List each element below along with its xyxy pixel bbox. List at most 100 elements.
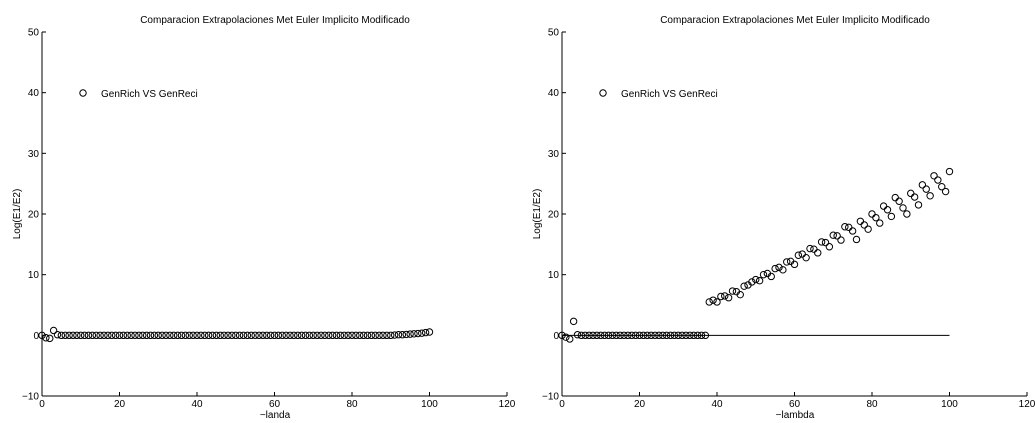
right-data-point xyxy=(864,225,872,233)
right-data-point xyxy=(639,331,648,340)
right-data-point xyxy=(790,260,799,269)
left-data-point xyxy=(61,331,69,340)
right-y-tick-label: 10 xyxy=(548,270,560,281)
left-data-point xyxy=(170,331,178,340)
left-data-point xyxy=(177,331,186,340)
right-data-point xyxy=(659,331,667,340)
right-data-point xyxy=(701,331,710,340)
left-data-point xyxy=(57,331,66,340)
right-data-point xyxy=(585,331,593,340)
right-data-point xyxy=(717,292,725,301)
left-data-point xyxy=(266,331,275,340)
left-data-point xyxy=(243,331,252,340)
right-data-point xyxy=(724,294,733,302)
left-data-point xyxy=(282,331,290,340)
left-y-tick-label: 10 xyxy=(28,270,40,281)
left-legend: GenRich VS GenReci xyxy=(79,89,198,100)
left-x-tick-label: 60 xyxy=(269,399,281,410)
left-data-point xyxy=(348,331,356,340)
right-x-tick-label: 0 xyxy=(559,399,565,410)
left-data-point xyxy=(181,331,190,340)
left-data-point xyxy=(398,331,407,339)
left-data-point xyxy=(123,331,131,340)
left-data-point xyxy=(375,331,383,340)
left-data-point xyxy=(290,331,298,340)
right-data-point xyxy=(817,238,826,246)
left-data-point xyxy=(115,331,124,340)
left-data-point xyxy=(38,331,46,340)
right-data-point xyxy=(806,244,814,253)
right-data-point xyxy=(941,187,950,196)
left-data-point xyxy=(309,331,317,340)
left-data-point xyxy=(119,331,128,340)
left-data-point xyxy=(146,331,155,340)
right-x-tick-label: 100 xyxy=(941,399,958,410)
left-data-point xyxy=(247,331,255,340)
right-data-point xyxy=(879,202,888,210)
right-data-point xyxy=(887,212,896,221)
right-data-point xyxy=(562,333,570,341)
right-data-point xyxy=(651,331,659,340)
left-data-point xyxy=(317,331,325,340)
left-data-point xyxy=(88,331,97,340)
right-y-axis-label: Log(E1/E2) xyxy=(532,189,543,240)
right-data-point xyxy=(647,331,655,340)
left-data-point xyxy=(139,331,147,340)
right-data-point xyxy=(821,238,830,247)
right-data-point xyxy=(721,292,729,300)
left-y-tick-label: −10 xyxy=(22,392,39,403)
left-x-tick-label: 120 xyxy=(499,399,516,410)
right-data-point xyxy=(697,331,706,340)
right-data-point xyxy=(798,250,806,258)
right-data-point xyxy=(914,201,923,209)
right-data-point xyxy=(612,331,620,340)
right-data-point xyxy=(628,331,636,340)
left-data-point xyxy=(418,329,426,337)
left-data-point xyxy=(216,331,224,340)
left-y-tick-label: 50 xyxy=(28,28,40,39)
left-data-point xyxy=(65,331,73,340)
right-data-point xyxy=(736,290,744,299)
left-data-point xyxy=(325,331,333,340)
right-data-point xyxy=(558,331,566,340)
right-x-tick-label: 60 xyxy=(789,399,801,410)
left-data-point xyxy=(185,331,193,340)
right-data-point xyxy=(883,206,892,214)
right-data-point xyxy=(779,266,787,274)
right-data-point xyxy=(907,189,915,198)
left-data-point xyxy=(344,331,352,340)
left-data-point xyxy=(328,331,337,340)
left-data-point xyxy=(394,331,403,339)
right-data-point xyxy=(709,296,717,304)
right-data-point xyxy=(759,270,768,279)
left-y-tick-label: 30 xyxy=(28,149,40,160)
left-data-point xyxy=(46,334,54,343)
left-data-point xyxy=(127,331,135,340)
left-y-tick-label: 40 xyxy=(28,88,40,99)
right-data-point xyxy=(608,331,617,340)
right-data-point xyxy=(930,172,938,180)
left-data-point xyxy=(154,331,162,340)
right-data-point xyxy=(635,331,644,340)
left-data-point xyxy=(255,331,263,340)
left-data-point xyxy=(340,331,348,340)
right-data-point xyxy=(783,258,791,266)
right-data-point xyxy=(903,210,911,218)
left-data-point xyxy=(142,331,151,340)
left-data-point xyxy=(189,331,197,340)
left-data-point xyxy=(402,330,410,339)
left-data-point xyxy=(84,331,93,340)
left-data-point xyxy=(425,328,434,336)
left-data-point xyxy=(410,330,418,338)
left-data-point xyxy=(69,331,77,340)
right-data-point xyxy=(837,236,845,244)
left-data-point xyxy=(197,331,205,340)
right-data-point xyxy=(775,263,783,272)
right-data-point xyxy=(705,298,713,306)
left-data-point xyxy=(150,331,159,340)
right-data-point xyxy=(814,249,822,257)
right-y-tick-label: 0 xyxy=(553,331,559,342)
right-chart-title: Comparacion Extrapolaciones Met Euler Im… xyxy=(660,15,930,26)
right-data-point xyxy=(752,275,760,284)
left-data-point xyxy=(201,331,209,340)
